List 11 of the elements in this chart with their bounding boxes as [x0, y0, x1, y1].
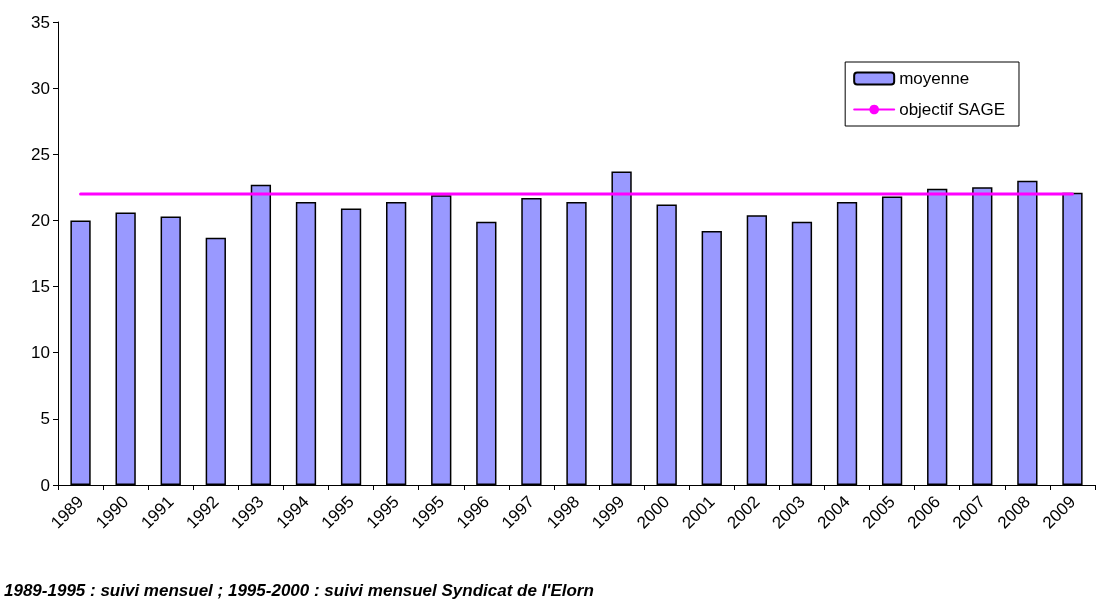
y-tick-label: 0 [40, 475, 50, 495]
y-tick-label: 20 [31, 210, 50, 230]
legend-label: moyenne [899, 69, 970, 88]
y-tick-label: 15 [31, 277, 50, 297]
y-tick-label: 30 [31, 78, 50, 98]
y-tick-label: 5 [40, 409, 50, 429]
text: 1989-1995 : suivi mensuel ; 1995-2000 : suivi mensuel Syndicat de l'Elorn [4, 581, 594, 600]
y-tick-label: 25 [31, 144, 50, 164]
y-tick-label: 35 [31, 12, 50, 32]
y-tick-label: 10 [31, 343, 50, 363]
legend-label: objectif SAGE [899, 100, 1005, 119]
